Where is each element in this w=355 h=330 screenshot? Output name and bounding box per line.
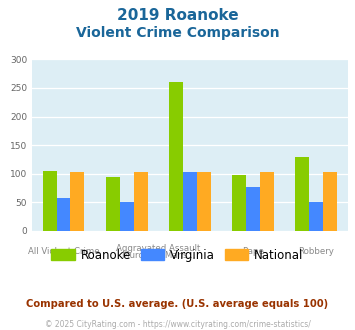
Text: Robbery: Robbery bbox=[298, 247, 334, 256]
Bar bbox=[106, 177, 120, 231]
Bar bbox=[323, 172, 337, 231]
Bar bbox=[183, 172, 197, 231]
Bar bbox=[246, 187, 260, 231]
Bar bbox=[295, 157, 309, 231]
Bar bbox=[309, 202, 323, 231]
Bar bbox=[260, 172, 274, 231]
Text: Aggravated Assault: Aggravated Assault bbox=[116, 244, 201, 252]
Bar bbox=[56, 198, 71, 231]
Legend: Roanoke, Virginia, National: Roanoke, Virginia, National bbox=[47, 244, 308, 266]
Bar bbox=[134, 172, 148, 231]
Text: 2019 Roanoke: 2019 Roanoke bbox=[117, 8, 238, 23]
Text: Murder & Mans...: Murder & Mans... bbox=[121, 251, 195, 260]
Bar bbox=[43, 171, 56, 231]
Bar bbox=[197, 172, 211, 231]
Text: © 2025 CityRating.com - https://www.cityrating.com/crime-statistics/: © 2025 CityRating.com - https://www.city… bbox=[45, 320, 310, 329]
Bar bbox=[71, 172, 84, 231]
Bar bbox=[232, 175, 246, 231]
Text: Violent Crime Comparison: Violent Crime Comparison bbox=[76, 26, 279, 40]
Text: Compared to U.S. average. (U.S. average equals 100): Compared to U.S. average. (U.S. average … bbox=[26, 299, 329, 309]
Text: Rape: Rape bbox=[242, 247, 264, 256]
Bar bbox=[120, 202, 134, 231]
Text: All Violent Crime: All Violent Crime bbox=[28, 247, 99, 256]
Bar bbox=[169, 82, 183, 231]
